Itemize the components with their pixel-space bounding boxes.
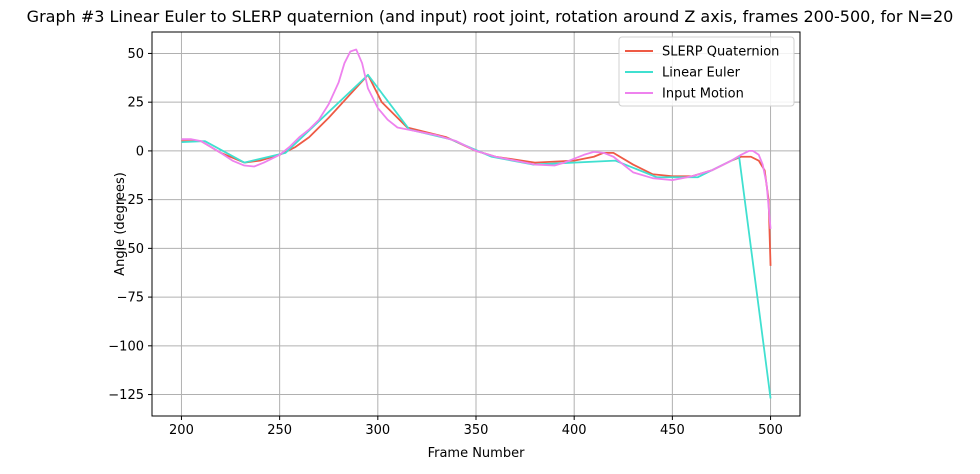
y-tick-label: −75 bbox=[117, 291, 144, 306]
x-axis-label: Frame Number bbox=[428, 446, 526, 461]
x-tick-label: 200 bbox=[169, 423, 194, 438]
y-tick-label: −25 bbox=[117, 193, 144, 208]
chart-title: Graph #3 Linear Euler to SLERP quaternio… bbox=[27, 7, 954, 26]
y-tick-label: −125 bbox=[108, 388, 144, 403]
series-lines bbox=[181, 48, 772, 399]
legend-label-1: SLERP Quaternion bbox=[662, 45, 779, 60]
y-axis-label: Angle (degrees) bbox=[113, 172, 128, 276]
y-tick-label: −50 bbox=[117, 242, 144, 257]
legend-label-3: Input Motion bbox=[662, 87, 744, 102]
x-tick-label: 450 bbox=[660, 423, 685, 438]
x-tick-label: 500 bbox=[758, 423, 783, 438]
x-tick-label: 350 bbox=[464, 423, 489, 438]
axis-ticks: 200 250 300 350 400 450 500 −125 −100 −75 −50 −25 0 2… bbox=[108, 47, 783, 438]
x-tick-label: 400 bbox=[562, 423, 587, 438]
series-line-3 bbox=[181, 48, 772, 229]
legend-label-2: Linear Euler bbox=[662, 66, 741, 81]
y-tick-label: 25 bbox=[127, 96, 144, 111]
y-tick-label: −100 bbox=[108, 339, 144, 354]
x-tick-label: 250 bbox=[267, 423, 292, 438]
y-tick-label: 0 bbox=[136, 144, 144, 159]
legend-box bbox=[618, 36, 795, 107]
x-tick-label: 300 bbox=[365, 423, 390, 438]
legend: SLERP Quaternion Linear Euler Input Motion bbox=[618, 36, 795, 107]
y-tick-label: 50 bbox=[127, 47, 144, 62]
